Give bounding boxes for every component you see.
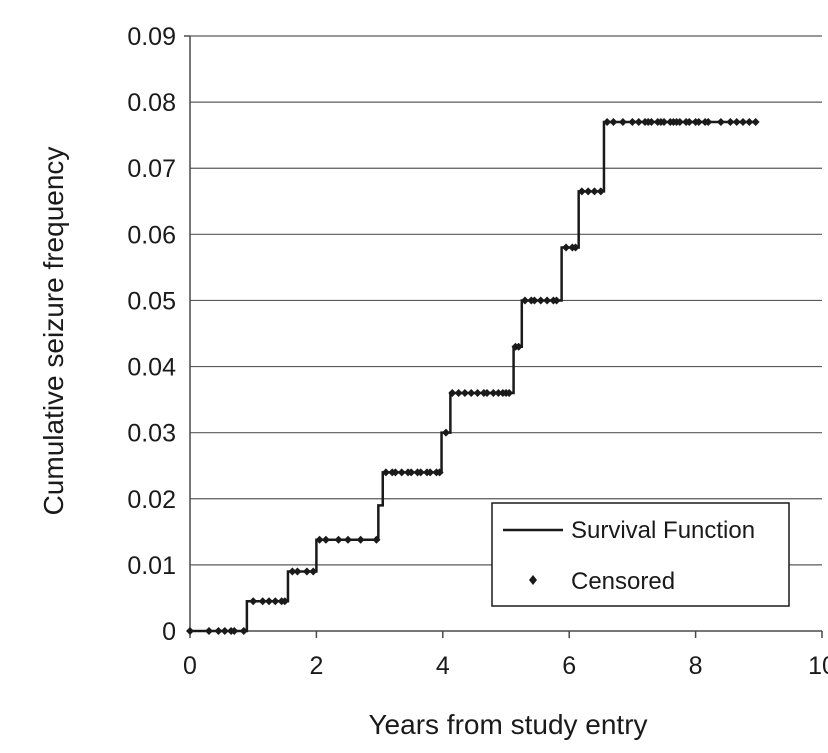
censored-marker: [381, 468, 390, 477]
censored-marker: [489, 389, 498, 397]
censored-marker: [704, 117, 713, 126]
censored-marker: [356, 535, 365, 544]
y-tick-label: 0.08: [127, 89, 176, 117]
censored-marker: [302, 567, 311, 576]
censored-marker: [239, 627, 248, 635]
x-tick-label: 4: [436, 652, 450, 680]
censored-marker: [520, 296, 529, 305]
censored-marker: [571, 243, 580, 252]
censored-marker: [391, 468, 400, 477]
censored-marker: [577, 187, 586, 196]
censored-marker: [536, 296, 545, 305]
y-tick-label: 0.06: [127, 221, 176, 249]
censored-marker: [732, 117, 741, 126]
x-tick-label: 0: [183, 652, 197, 680]
y-tick-label: 0.01: [127, 552, 176, 580]
censored-marker: [494, 389, 503, 397]
censored-marker: [751, 117, 760, 126]
censored-marker: [280, 597, 289, 606]
grid-lines: [190, 35, 822, 566]
x-tick-label: 2: [309, 652, 323, 680]
censored-marker: [441, 428, 450, 437]
censored-marker: [288, 567, 297, 576]
censored-marker: [448, 389, 457, 397]
censored-marker: [397, 468, 406, 477]
y-tick-label: 0.05: [127, 287, 176, 315]
x-tick-label: 6: [562, 652, 576, 680]
censored-marker: [660, 117, 668, 126]
censored-marker: [460, 389, 469, 397]
censored-marker: [249, 597, 258, 606]
censored-marker: [745, 117, 754, 126]
censored-marker: [514, 342, 523, 351]
censored-marker: [590, 187, 599, 196]
censored-marker: [334, 535, 343, 544]
x-tick-label: 8: [689, 652, 703, 680]
legend-label-survival: Survival Function: [571, 517, 755, 544]
y-tick-label: 0: [162, 618, 176, 646]
legend: Survival Function Censored: [491, 502, 790, 607]
censored-marker: [634, 117, 643, 126]
censored-marker: [739, 117, 747, 126]
y-tick-label: 0.04: [127, 354, 176, 382]
censored-marker: [372, 535, 381, 544]
censored-marker: [505, 389, 514, 397]
censored-marker: [552, 296, 561, 305]
censored-marker: [716, 117, 725, 126]
y-axis-title: Cumulative seizure frequency: [38, 147, 69, 516]
y-tick-label: 0.03: [127, 420, 176, 448]
censored-marker: [562, 243, 571, 252]
censored-marker: [618, 117, 627, 126]
censored-marker: [584, 187, 593, 196]
censored-marker: [647, 117, 656, 126]
censored-marker: [628, 117, 637, 126]
censored-marker: [543, 296, 552, 305]
censored-marker: [416, 468, 425, 477]
legend-marker-censored: [529, 575, 537, 585]
censored-marker: [344, 535, 352, 544]
censored-marker: [530, 296, 539, 305]
censored-marker: [609, 117, 618, 126]
censored-marker: [467, 389, 476, 397]
legend-box: [491, 502, 790, 607]
censored-marker: [685, 117, 694, 126]
censored-marker: [309, 567, 318, 576]
censored-marker: [473, 389, 482, 397]
y-tick-labels: 0 0.01 0.02 0.03 0.04 0.05 0.06 0.07 0.08 0.09: [127, 23, 176, 646]
y-tick-label: 0.02: [127, 486, 176, 514]
censored-marker: [694, 117, 703, 126]
censored-marker: [483, 389, 492, 397]
y-tick-label: 0.09: [127, 23, 176, 51]
x-tick-labels: 0 2 4 6 8 10: [183, 631, 828, 680]
censored-marker: [265, 597, 273, 606]
censored-marker: [407, 468, 416, 477]
censored-marker: [293, 567, 302, 576]
censored-marker: [186, 627, 194, 635]
censored-marker: [271, 597, 280, 606]
censored-marker: [220, 627, 229, 635]
censored-marker: [315, 535, 324, 544]
censored-marker: [435, 468, 444, 477]
censored-marker: [454, 389, 463, 397]
censored-marker: [603, 117, 612, 126]
censored-marker: [321, 535, 330, 544]
censored-marker: [726, 117, 735, 126]
plot-frame: [184, 35, 822, 632]
censored-marker: [596, 187, 605, 196]
x-tick-label: 10: [808, 652, 828, 680]
legend-label-censored: Censored: [571, 568, 675, 595]
x-axis-title: Years from study entry: [368, 709, 647, 740]
censored-marker: [675, 117, 684, 126]
censored-marker: [258, 597, 267, 606]
censored-marker: [426, 468, 435, 477]
censored-marker: [230, 627, 239, 635]
censored-marker: [204, 627, 213, 635]
y-tick-label: 0.07: [127, 155, 176, 183]
series-layer: [186, 117, 760, 635]
censored-marker: [214, 627, 223, 635]
